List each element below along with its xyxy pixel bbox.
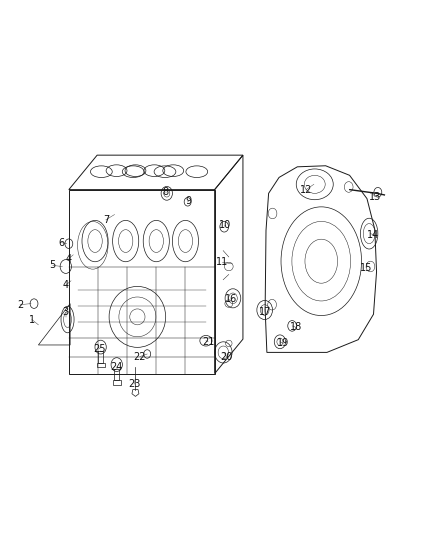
Text: 12: 12 (300, 184, 312, 195)
Text: 15: 15 (360, 263, 372, 272)
Text: 4: 4 (66, 254, 72, 263)
Text: 11: 11 (216, 257, 229, 267)
Text: 1: 1 (29, 314, 35, 325)
Text: 20: 20 (221, 352, 233, 361)
Text: 3: 3 (63, 306, 69, 317)
Text: 23: 23 (128, 379, 140, 389)
Text: 25: 25 (93, 344, 106, 354)
Text: 9: 9 (185, 196, 191, 206)
Text: 13: 13 (369, 191, 381, 201)
Text: 17: 17 (258, 306, 271, 317)
Text: 5: 5 (49, 261, 56, 270)
Text: 16: 16 (225, 294, 237, 304)
Text: 4: 4 (63, 280, 69, 290)
Text: 14: 14 (367, 230, 380, 240)
Text: 6: 6 (58, 238, 64, 248)
Text: 24: 24 (110, 362, 123, 372)
Text: 8: 8 (163, 187, 169, 197)
Text: 18: 18 (290, 322, 303, 333)
Text: 22: 22 (134, 352, 146, 361)
Text: 19: 19 (277, 338, 290, 349)
Text: 21: 21 (202, 337, 214, 347)
Text: 2: 2 (17, 300, 23, 310)
Text: 10: 10 (219, 220, 232, 230)
Text: 7: 7 (103, 215, 109, 225)
